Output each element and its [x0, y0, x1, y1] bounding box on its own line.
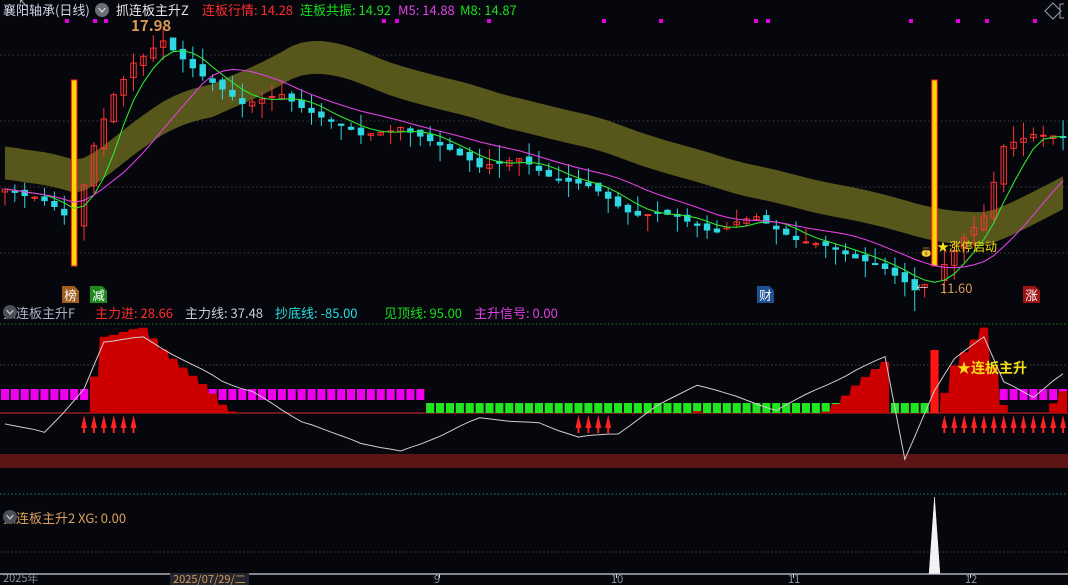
svg-text:S: S: [925, 251, 928, 257]
